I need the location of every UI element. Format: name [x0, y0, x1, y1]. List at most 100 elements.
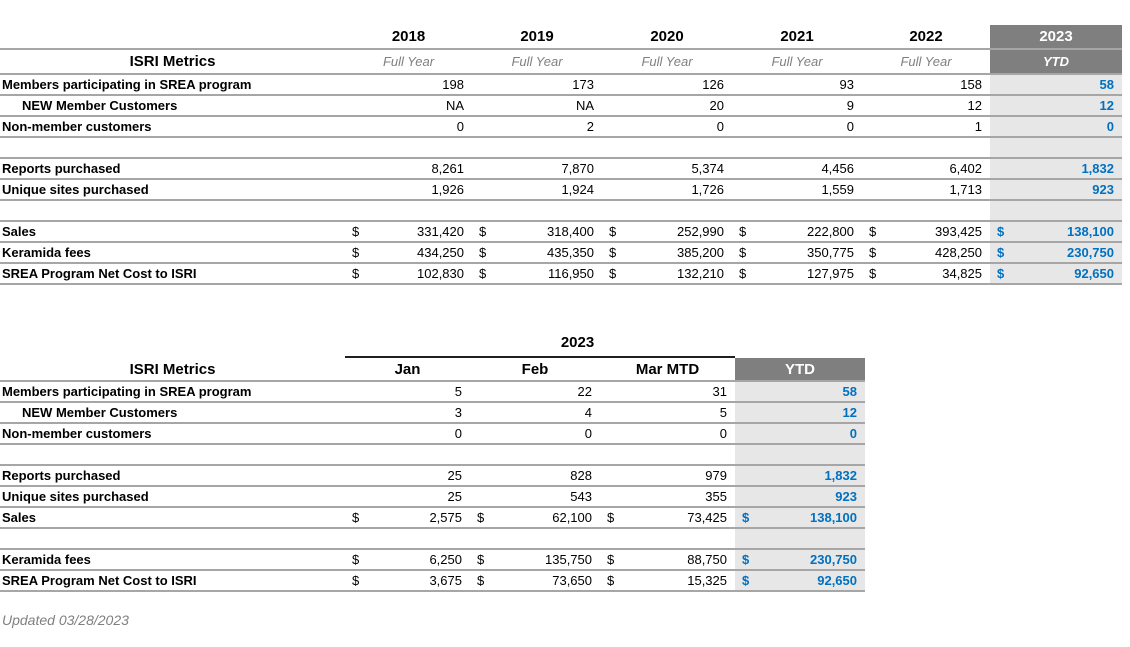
blank-cell[interactable] [990, 201, 1122, 220]
blank-cell[interactable] [600, 529, 735, 548]
value-cell[interactable]: 12 [990, 96, 1122, 115]
row-label-cell[interactable]: SREA Program Net Cost to ISRI [2, 266, 197, 281]
value-cell[interactable]: $434,250 [345, 243, 472, 262]
month-header-cell[interactable]: Mar MTD [635, 360, 700, 378]
value-cell[interactable]: $138,100 [990, 222, 1122, 241]
value-cell[interactable]: $34,825 [862, 264, 990, 283]
value-cell[interactable]: 1,726 [691, 182, 724, 197]
row-label-cell[interactable]: Unique sites purchased [2, 182, 149, 197]
value-cell[interactable]: 1 [974, 119, 982, 134]
value-cell[interactable]: $6,250 [345, 550, 470, 569]
blank-cell[interactable] [0, 201, 345, 220]
period-subheader-cell[interactable]: Full Year [382, 54, 435, 69]
value-cell[interactable]: 31 [712, 384, 727, 399]
blank-cell[interactable] [472, 138, 602, 157]
value-cell[interactable]: 12 [735, 403, 865, 422]
blank-cell[interactable] [0, 445, 345, 464]
value-cell[interactable]: $222,800 [732, 222, 862, 241]
row-label-cell[interactable]: Sales [2, 510, 36, 525]
period-subheader-cell[interactable]: Full Year [771, 54, 823, 69]
value-cell[interactable]: 543 [570, 489, 592, 504]
value-cell[interactable]: 979 [705, 468, 727, 483]
value-cell[interactable]: $116,950 [472, 264, 602, 283]
year-header-cell[interactable]: 2023 [990, 25, 1122, 48]
blank-cell[interactable] [472, 201, 602, 220]
value-cell[interactable]: $230,750 [990, 243, 1122, 262]
value-cell[interactable]: 4,456 [821, 161, 854, 176]
value-cell[interactable]: 6,402 [949, 161, 982, 176]
value-cell[interactable]: $92,650 [735, 571, 865, 590]
year-header-cell[interactable]: 2020 [650, 28, 684, 45]
value-cell[interactable]: 0 [454, 426, 462, 441]
value-cell[interactable]: 1,924 [561, 182, 594, 197]
value-cell[interactable]: $230,750 [735, 550, 865, 569]
value-cell[interactable]: 173 [572, 77, 594, 92]
blank-cell[interactable] [735, 529, 865, 548]
row-label-cell[interactable]: Reports purchased [2, 468, 121, 483]
value-cell[interactable]: 7,870 [561, 161, 594, 176]
value-cell[interactable]: 2 [586, 119, 594, 134]
row-label-cell[interactable]: NEW Member Customers [22, 98, 178, 113]
value-cell[interactable]: 3 [454, 405, 462, 420]
blank-cell[interactable] [470, 529, 600, 548]
blank-cell[interactable] [862, 138, 990, 157]
value-cell[interactable]: 198 [442, 77, 464, 92]
value-cell[interactable]: 355 [705, 489, 727, 504]
value-cell[interactable]: 20 [709, 98, 724, 113]
value-cell[interactable]: $135,750 [470, 550, 600, 569]
value-cell[interactable]: $102,830 [345, 264, 472, 283]
year-header-cell[interactable]: 2018 [391, 28, 426, 45]
value-cell[interactable]: 4 [584, 405, 592, 420]
value-cell[interactable]: 923 [735, 487, 865, 506]
period-subheader-cell[interactable]: YTD [990, 50, 1122, 73]
blank-cell[interactable] [862, 201, 990, 220]
row-label-cell[interactable]: SREA Program Net Cost to ISRI [2, 573, 197, 588]
value-cell[interactable]: 828 [570, 468, 592, 483]
row-label-cell[interactable]: NEW Member Customers [22, 405, 178, 420]
blank-cell[interactable] [735, 445, 865, 464]
value-cell[interactable]: $331,420 [345, 222, 472, 241]
blank-cell[interactable] [345, 138, 472, 157]
value-cell[interactable]: $435,350 [472, 243, 602, 262]
table-corner-title[interactable]: ISRI Metrics [129, 360, 216, 378]
value-cell[interactable]: $92,650 [990, 264, 1122, 283]
blank-cell[interactable] [345, 529, 470, 548]
year-header-cell[interactable]: 2022 [909, 28, 943, 45]
value-cell[interactable]: $73,425 [600, 508, 735, 527]
value-cell[interactable]: NA [575, 98, 594, 113]
value-cell[interactable]: 0 [719, 426, 727, 441]
blank-cell[interactable] [345, 201, 472, 220]
value-cell[interactable]: 25 [447, 468, 462, 483]
row-label-cell[interactable]: Members participating in SREA program [2, 77, 252, 92]
value-cell[interactable]: 8,261 [431, 161, 464, 176]
value-cell[interactable]: $385,200 [602, 243, 732, 262]
period-subheader-cell[interactable]: Full Year [900, 54, 952, 69]
month-header-cell[interactable]: Feb [521, 360, 549, 378]
period-subheader-cell[interactable]: Full Year [511, 54, 563, 69]
value-cell[interactable]: NA [445, 98, 464, 113]
blank-cell[interactable] [602, 201, 732, 220]
value-cell[interactable]: $138,100 [735, 508, 865, 527]
value-cell[interactable]: $73,650 [470, 571, 600, 590]
month-header-cell[interactable]: Jan [394, 360, 421, 378]
value-cell[interactable]: $252,990 [602, 222, 732, 241]
year-header-cell[interactable]: 2021 [780, 28, 814, 45]
value-cell[interactable]: 0 [990, 117, 1122, 136]
blank-cell[interactable] [470, 445, 600, 464]
row-label-cell[interactable]: Non-member customers [2, 426, 152, 441]
row-label-cell[interactable]: Non-member customers [2, 119, 152, 134]
row-label-cell[interactable]: Members participating in SREA program [2, 384, 252, 399]
blank-cell[interactable] [0, 529, 345, 548]
table-corner-title[interactable]: ISRI Metrics [129, 53, 216, 70]
value-cell[interactable]: 1,559 [821, 182, 854, 197]
value-cell[interactable]: 1,832 [990, 159, 1122, 178]
blank-cell[interactable] [732, 138, 862, 157]
row-label-cell[interactable]: Keramida fees [2, 552, 91, 567]
value-cell[interactable]: $318,400 [472, 222, 602, 241]
value-cell[interactable]: 126 [702, 77, 724, 92]
value-cell[interactable]: 22 [577, 384, 592, 399]
value-cell[interactable]: $350,775 [732, 243, 862, 262]
value-cell[interactable]: 0 [456, 119, 464, 134]
value-cell[interactable]: $2,575 [345, 508, 470, 527]
month-header-cell[interactable]: YTD [735, 358, 865, 380]
